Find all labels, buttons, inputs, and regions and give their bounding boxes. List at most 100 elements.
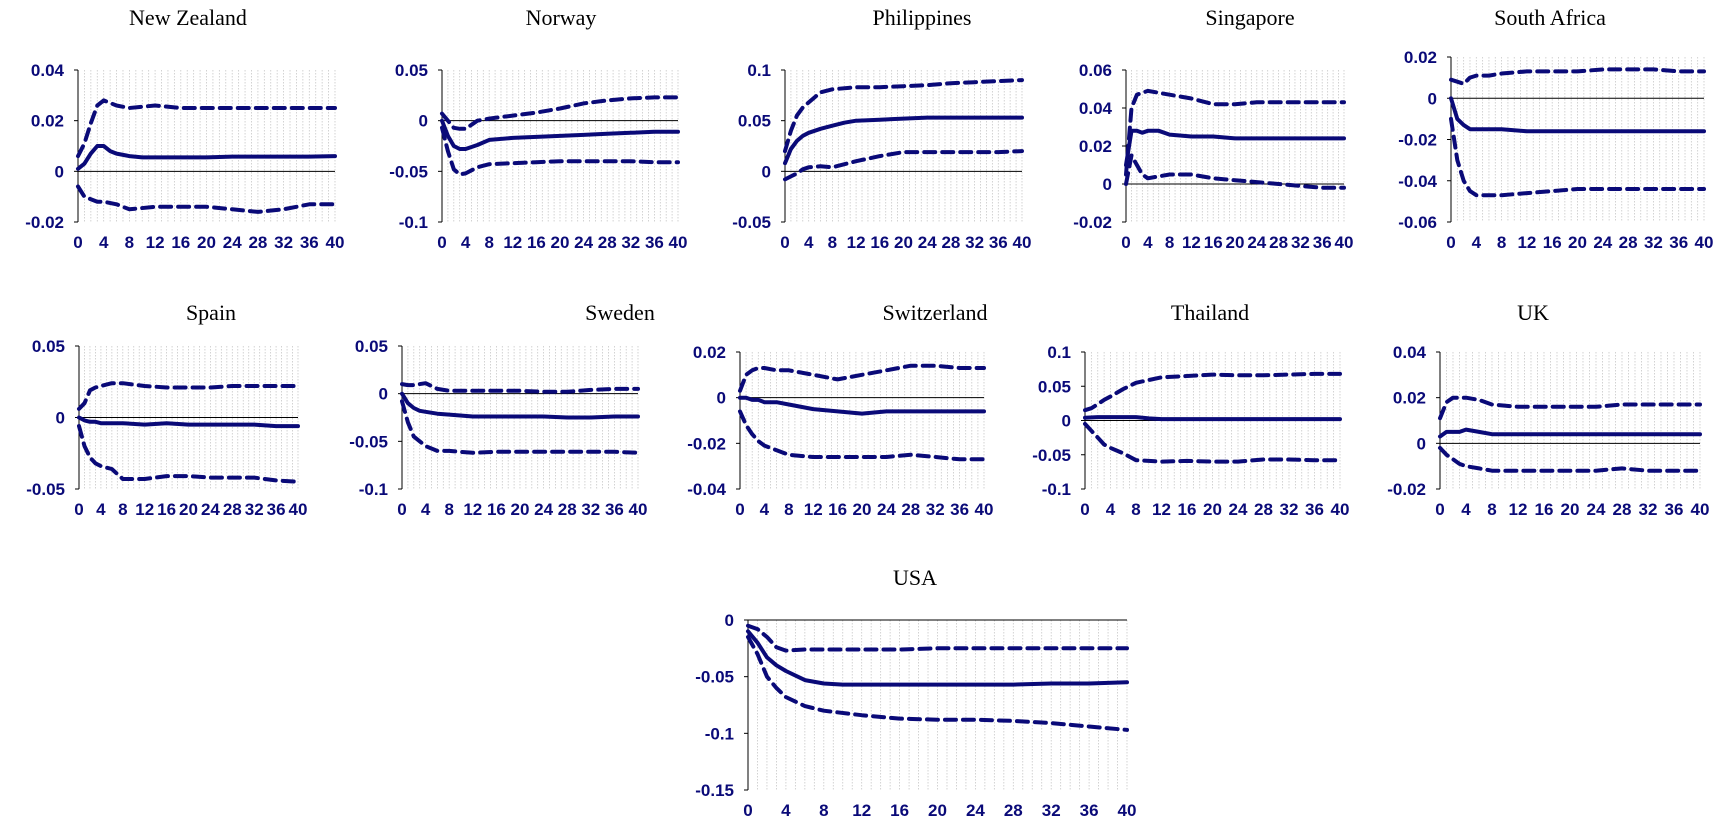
response-line	[1124, 128, 1346, 167]
x-tick-label: 12	[847, 233, 866, 252]
x-tick-label: 20	[1226, 233, 1245, 252]
x-tick-label: 24	[1247, 233, 1266, 252]
y-tick-label: -0.1	[1042, 480, 1071, 499]
y-tick-label: 0.05	[395, 61, 428, 80]
y-tick-label: -0.02	[1398, 131, 1437, 150]
upper-band-line	[738, 363, 986, 393]
y-tick-label: 0	[55, 162, 64, 181]
x-tick-label: 20	[928, 801, 947, 820]
x-tick-label: 36	[1313, 233, 1332, 252]
y-tick-label: 0	[419, 112, 428, 131]
x-tick-label: 0	[780, 233, 789, 252]
x-tick-label: 24	[966, 801, 985, 820]
x-tick-label: 28	[248, 233, 267, 252]
response-line	[1449, 96, 1706, 134]
x-tick-label: 28	[598, 233, 617, 252]
x-tick-label: 8	[484, 233, 493, 252]
x-tick-label: 8	[784, 500, 793, 519]
x-tick-label: 32	[245, 500, 264, 519]
x-tick-label: 8	[1165, 233, 1174, 252]
x-tick-label: 4	[1472, 233, 1482, 252]
response-line	[77, 415, 300, 429]
y-tick-label: -0.02	[1073, 213, 1112, 232]
x-tick-label: 0	[437, 233, 446, 252]
upper-band-line	[1449, 67, 1706, 86]
y-tick-label: 0	[56, 409, 65, 428]
upper-band-line	[400, 381, 640, 394]
x-tick-label: 12	[503, 233, 522, 252]
x-tick-label: 20	[179, 500, 198, 519]
y-tick-label: 0.04	[1079, 99, 1113, 118]
x-tick-label: 40	[1335, 233, 1354, 252]
x-tick-label: 16	[171, 233, 190, 252]
x-tick-label: 32	[1291, 233, 1310, 252]
x-tick-label: 20	[1203, 500, 1222, 519]
y-tick-label: 0.04	[31, 61, 65, 80]
x-tick-label: 32	[926, 500, 945, 519]
x-tick-label: 4	[760, 500, 770, 519]
y-tick-label: 0.02	[1393, 389, 1426, 408]
response-line	[76, 144, 337, 171]
x-tick-label: 8	[125, 233, 134, 252]
y-tick-label: -0.04	[1398, 172, 1437, 191]
lower-band-line	[1438, 445, 1702, 473]
x-tick-label: 24	[877, 500, 896, 519]
y-tick-label: -0.06	[1398, 213, 1437, 232]
x-tick-label: 28	[1269, 233, 1288, 252]
x-tick-label: 16	[1535, 500, 1554, 519]
x-tick-label: 8	[444, 500, 453, 519]
x-tick-label: 8	[1497, 233, 1506, 252]
panel-title: Norway	[526, 5, 597, 30]
response-line	[783, 115, 1024, 166]
response-line	[1083, 415, 1342, 422]
y-tick-label: 0.02	[31, 112, 64, 131]
panel-title: Philippines	[872, 5, 971, 30]
x-tick-label: 20	[511, 500, 530, 519]
panel-title: Sweden	[585, 300, 655, 325]
x-tick-label: 40	[1331, 500, 1350, 519]
x-tick-label: 24	[918, 233, 937, 252]
x-tick-label: 28	[558, 500, 577, 519]
panel-title: UK	[1517, 300, 1549, 325]
y-tick-label: -0.05	[732, 213, 771, 232]
y-tick-label: -0.02	[1387, 480, 1426, 499]
response-line	[746, 629, 1129, 687]
panel-title: Switzerland	[882, 300, 987, 325]
x-tick-label: 16	[828, 500, 847, 519]
y-tick-label: -0.15	[695, 781, 734, 800]
x-tick-label: 36	[300, 233, 319, 252]
x-tick-label: 24	[1593, 233, 1612, 252]
upper-band-line	[440, 95, 680, 131]
lower-band-line	[1083, 421, 1342, 464]
lower-band-line	[77, 424, 300, 484]
x-tick-label: 16	[1178, 500, 1197, 519]
upper-band-line	[746, 623, 1129, 653]
x-tick-label: 12	[135, 500, 154, 519]
y-tick-label: -0.1	[705, 724, 734, 743]
y-tick-label: 0	[725, 611, 734, 630]
y-tick-label: 0.05	[738, 112, 771, 131]
panel-10: USA 0 -0.05 -0.1 -0.15 0 4 8 12 16 20 24 28 32 36 40	[695, 565, 1136, 820]
x-tick-label: 32	[581, 500, 600, 519]
x-tick-label: 28	[1613, 500, 1632, 519]
y-tick-label: 0.1	[1047, 343, 1071, 362]
x-tick-label: 8	[1487, 500, 1496, 519]
y-tick-label: 0.05	[1038, 377, 1071, 396]
x-tick-label: 12	[804, 500, 823, 519]
y-tick-label: 0.05	[32, 337, 65, 356]
x-tick-label: 32	[274, 233, 293, 252]
x-tick-label: 20	[894, 233, 913, 252]
x-tick-label: 0	[743, 801, 752, 820]
x-tick-label: 8	[1131, 500, 1140, 519]
lower-band-line	[1124, 153, 1346, 190]
x-tick-label: 36	[950, 500, 969, 519]
x-tick-label: 40	[629, 500, 648, 519]
x-tick-label: 36	[1665, 500, 1684, 519]
y-tick-label: 0.02	[693, 343, 726, 362]
x-tick-label: 32	[1644, 233, 1663, 252]
y-tick-label: -0.05	[1032, 446, 1071, 465]
x-tick-label: 0	[1121, 233, 1130, 252]
x-tick-label: 36	[605, 500, 624, 519]
